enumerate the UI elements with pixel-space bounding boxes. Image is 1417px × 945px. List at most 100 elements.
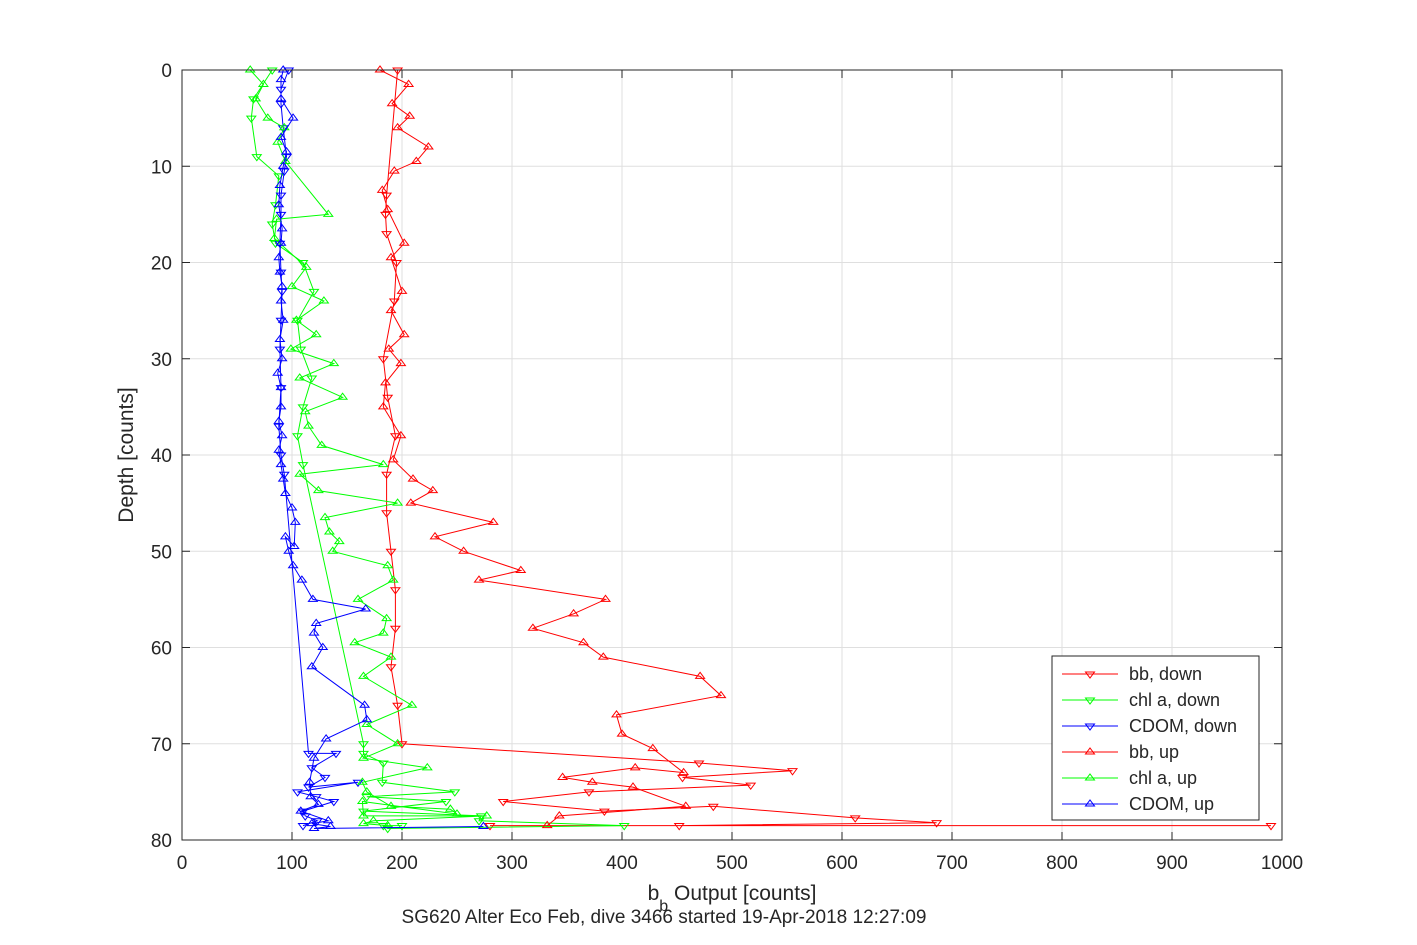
data-point	[410, 156, 422, 164]
data-point	[392, 67, 404, 75]
data-point	[382, 560, 394, 569]
data-point	[270, 202, 281, 210]
data-point	[275, 382, 287, 391]
data-point	[484, 823, 496, 831]
data-point	[787, 768, 798, 776]
legend-entry: chl a, down	[1062, 690, 1220, 710]
data-point	[277, 474, 289, 482]
data-point	[277, 315, 289, 323]
data-point	[272, 368, 284, 376]
data-point	[358, 741, 369, 749]
data-point	[297, 462, 309, 470]
data-point	[358, 750, 369, 759]
data-point	[279, 531, 291, 540]
data-point	[358, 808, 369, 817]
data-point	[557, 772, 569, 780]
x-axis-label: bb Output [counts]	[648, 882, 817, 915]
data-point	[694, 671, 706, 679]
data-point	[398, 329, 410, 338]
data-point	[376, 185, 388, 193]
data-point	[388, 166, 400, 174]
data-point	[273, 199, 285, 208]
x-tick-label: 600	[826, 853, 858, 874]
series-bb-down	[377, 67, 1277, 831]
data-point	[404, 111, 416, 119]
data-point	[303, 784, 314, 792]
data-point	[422, 142, 434, 150]
data-point	[361, 786, 373, 795]
data-point	[473, 575, 485, 583]
series-line	[277, 69, 484, 829]
data-point	[381, 231, 393, 239]
series-line	[382, 69, 1271, 827]
legend-marker	[1084, 799, 1096, 807]
data-point	[541, 820, 553, 829]
data-point	[328, 798, 340, 807]
data-point	[277, 161, 289, 169]
data-point	[279, 156, 291, 164]
y-axis-label: Depth [counts]	[115, 387, 138, 522]
data-point	[274, 180, 286, 189]
data-point	[473, 818, 485, 826]
data-point	[322, 209, 334, 217]
data-point	[395, 430, 407, 439]
legend-marker	[1084, 671, 1096, 679]
y-tick-label: 20	[151, 254, 172, 275]
data-point	[358, 671, 369, 679]
data-point	[427, 485, 439, 494]
data-point	[497, 798, 509, 807]
data-point	[277, 65, 289, 73]
data-point	[356, 777, 368, 785]
y-tick-label: 50	[151, 542, 172, 563]
data-point	[1265, 823, 1277, 831]
data-point	[389, 587, 401, 595]
data-point	[385, 252, 397, 261]
data-point	[481, 811, 493, 819]
data-point	[297, 823, 309, 831]
data-point	[849, 815, 861, 823]
data-point	[403, 79, 415, 87]
data-point	[392, 498, 404, 506]
data-point	[361, 794, 373, 802]
data-point	[680, 801, 692, 809]
data-point	[406, 700, 418, 708]
data-point	[310, 329, 322, 338]
data-point	[299, 813, 311, 821]
data-point	[398, 238, 410, 246]
data-point	[308, 288, 320, 297]
data-point	[392, 122, 404, 131]
data-point	[627, 782, 639, 790]
data-point	[385, 548, 397, 557]
x-tick-label: 400	[606, 853, 638, 874]
series-chl-a-down	[245, 67, 630, 834]
data-point	[306, 375, 318, 383]
data-point	[385, 305, 397, 314]
data-point	[322, 815, 334, 824]
data-point	[715, 690, 727, 699]
data-point	[257, 79, 269, 87]
data-point	[349, 637, 361, 646]
data-point	[274, 346, 286, 355]
data-point	[385, 801, 397, 809]
data-point	[629, 762, 641, 771]
data-point	[279, 488, 291, 497]
data-point	[299, 406, 311, 415]
data-point	[392, 738, 404, 747]
y-tick-label: 60	[151, 639, 172, 660]
data-point	[286, 281, 298, 290]
legend-label: bb, down	[1129, 664, 1202, 684]
data-point	[312, 799, 324, 807]
data-point	[307, 594, 319, 602]
legend-label: chl a, down	[1129, 690, 1220, 710]
data-point	[407, 474, 419, 482]
data-point	[287, 560, 299, 569]
series-bb-up	[374, 65, 727, 829]
data-point	[693, 760, 705, 768]
y-tick-label: 80	[151, 831, 172, 852]
data-point	[444, 804, 456, 812]
legend-label: chl a, up	[1129, 768, 1197, 788]
data-point	[294, 373, 306, 381]
data-point	[323, 527, 335, 535]
data-point	[381, 471, 393, 480]
data-point	[616, 729, 628, 737]
